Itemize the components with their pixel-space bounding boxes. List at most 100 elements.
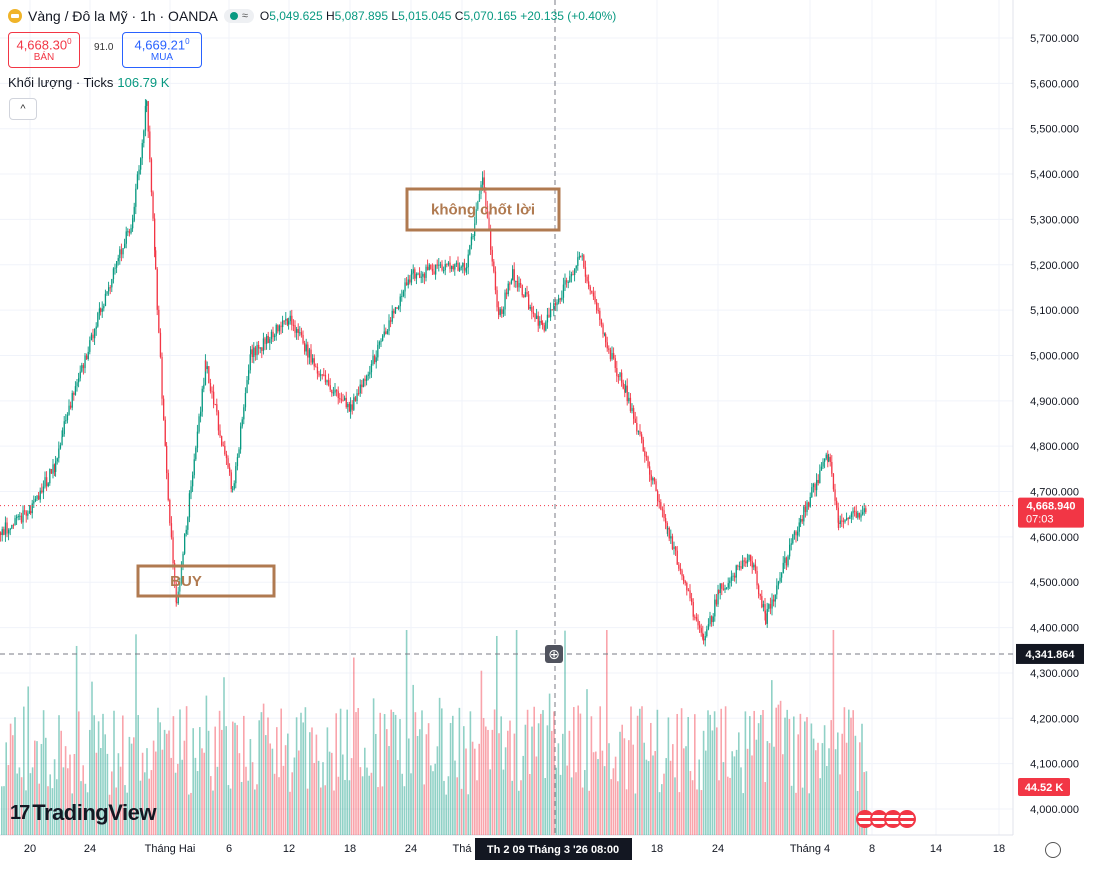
- volume-bar: [636, 715, 639, 835]
- volume-bar: [608, 743, 610, 835]
- volume-bar: [401, 773, 403, 835]
- y-tick-label: 5,300.000: [1030, 214, 1079, 226]
- candle-body: [490, 230, 492, 250]
- candle-body: [633, 408, 635, 419]
- candle-body: [658, 500, 660, 503]
- market-status-badge[interactable]: ≈: [223, 9, 254, 23]
- us-flag-icon[interactable]: [898, 810, 916, 828]
- volume-bar: [205, 695, 208, 835]
- candle-body: [163, 398, 165, 420]
- candle-body: [732, 575, 734, 577]
- volume-bar: [471, 741, 474, 835]
- volume-bar: [212, 790, 214, 835]
- candle-body: [143, 130, 145, 144]
- volume-bar: [7, 765, 10, 835]
- volume-bar: [542, 710, 544, 835]
- candle-body: [700, 627, 702, 633]
- candle-body: [345, 397, 347, 408]
- volume-bar: [597, 759, 599, 835]
- volume-bar: [326, 727, 329, 835]
- candle-body: [138, 169, 140, 175]
- low-value: 5,015.045: [398, 9, 452, 23]
- candle-body: [4, 522, 7, 535]
- volume-bar: [82, 765, 84, 835]
- candle-body: [205, 360, 207, 370]
- candle-body: [750, 554, 752, 562]
- candle-body: [238, 449, 240, 458]
- candle-body: [259, 347, 261, 349]
- volume-bar: [89, 729, 91, 835]
- high-label: H: [325, 9, 335, 23]
- volume-bar: [502, 769, 505, 835]
- volume-last-label: 44.52 K: [1025, 782, 1064, 794]
- candle-body: [837, 507, 839, 523]
- y-tick-label: 5,500.000: [1030, 124, 1079, 136]
- candle-body: [331, 389, 333, 394]
- settings-icon[interactable]: [1045, 842, 1061, 858]
- candle-body: [304, 343, 306, 352]
- candle-body: [318, 373, 320, 376]
- candle-body: [777, 581, 780, 586]
- volume-bar: [282, 765, 285, 835]
- volume-bar: [64, 746, 67, 835]
- collapse-legend-button[interactable]: ^: [9, 98, 37, 120]
- candle-body: [206, 366, 208, 370]
- volume-bar: [647, 761, 650, 835]
- candle-body: [185, 529, 187, 534]
- volume-bar: [709, 714, 711, 835]
- y-tick-label: 5,700.000: [1030, 33, 1079, 45]
- candle-body: [684, 581, 686, 583]
- y-tick-label: 4,400.000: [1030, 623, 1079, 635]
- volume-legend[interactable]: Khối lượng · Ticks 106.79 K: [8, 75, 169, 90]
- candle-body: [543, 325, 545, 331]
- candle-body: [219, 430, 221, 437]
- candle-body: [748, 554, 750, 561]
- sell-button[interactable]: 4,668.300 BÁN: [8, 32, 80, 68]
- volume-bar: [735, 749, 738, 835]
- buy-button[interactable]: 4,669.210 MUA: [122, 32, 202, 68]
- candle-body: [694, 616, 696, 618]
- volume-bar: [553, 711, 555, 835]
- volume-bar: [276, 727, 278, 835]
- volume-bar: [705, 750, 707, 835]
- candle-body: [369, 372, 371, 375]
- candle-body: [597, 310, 599, 312]
- candle-body: [551, 309, 553, 311]
- volume-bar: [590, 716, 593, 835]
- volume-bar: [729, 777, 731, 835]
- volume-bar: [377, 787, 379, 835]
- tradingview-logo[interactable]: 17 TradingView: [10, 800, 156, 826]
- candle-body: [359, 384, 361, 394]
- volume-bar: [368, 775, 370, 835]
- volume-bar: [86, 792, 89, 835]
- volume-bar: [757, 723, 760, 835]
- volume-bar: [269, 743, 271, 835]
- candle-body: [857, 512, 859, 518]
- volume-bar: [106, 753, 109, 835]
- volume-bar: [56, 779, 58, 835]
- candle-body: [675, 546, 677, 551]
- volume-bar: [788, 718, 791, 835]
- tradingview-mark-icon: 17: [10, 801, 30, 824]
- symbol-title[interactable]: Vàng / Đô la Mỹ · 1h · OANDA: [28, 8, 218, 24]
- volume-bar: [469, 711, 472, 835]
- candle-body: [261, 347, 263, 351]
- volume-bar: [234, 722, 236, 835]
- candle-body: [751, 561, 753, 568]
- candle-body: [241, 419, 243, 427]
- candle-body: [642, 439, 644, 452]
- volume-bar: [423, 784, 425, 835]
- candle-body: [730, 576, 733, 581]
- candle-body: [294, 325, 296, 333]
- candle-body: [112, 268, 115, 280]
- candle-body: [735, 565, 737, 578]
- volume-bar: [458, 707, 461, 835]
- candle-body: [567, 282, 569, 284]
- candle-body: [86, 355, 88, 360]
- economic-events[interactable]: [856, 810, 916, 828]
- volume-bar: [100, 748, 102, 835]
- volume-bar: [300, 712, 302, 835]
- candle-body: [855, 511, 857, 518]
- candle-body: [745, 561, 747, 564]
